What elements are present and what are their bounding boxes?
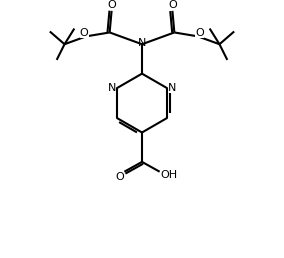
Text: O: O <box>80 28 89 38</box>
Text: OH: OH <box>160 170 177 180</box>
Text: N: N <box>168 83 177 93</box>
Text: O: O <box>195 28 204 38</box>
Text: O: O <box>168 0 177 10</box>
Text: O: O <box>115 172 124 182</box>
Text: N: N <box>107 83 116 93</box>
Text: N: N <box>138 38 146 48</box>
Text: O: O <box>107 0 116 10</box>
